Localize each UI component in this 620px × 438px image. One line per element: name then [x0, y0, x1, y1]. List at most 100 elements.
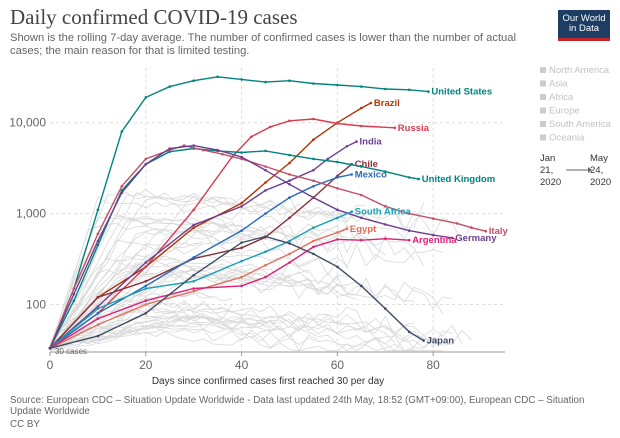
data-point [240, 78, 243, 81]
legend-item[interactable]: Africa [540, 92, 574, 103]
data-point [96, 232, 100, 236]
series-label[interactable]: Chile [355, 159, 378, 170]
data-point [96, 334, 100, 338]
chart-subtitle: Shown is the rolling 7-day average. The … [10, 32, 516, 57]
series-line[interactable] [49, 228, 348, 349]
series-line[interactable] [49, 118, 395, 349]
data-point [427, 90, 430, 93]
background-line [49, 220, 223, 347]
data-point [249, 135, 253, 139]
data-point [384, 237, 387, 240]
background-line [49, 255, 290, 346]
data-point [264, 235, 267, 238]
data-point [288, 173, 291, 176]
data-point [264, 189, 267, 192]
data-point [369, 101, 373, 105]
data-point [192, 223, 195, 227]
series-line[interactable] [49, 173, 352, 349]
background-line [49, 298, 415, 348]
data-point [240, 205, 243, 208]
data-point [384, 170, 387, 173]
timeline-start-day: 21, [540, 165, 553, 176]
series-label[interactable]: United States [431, 87, 492, 98]
data-point [288, 216, 291, 220]
data-point [192, 208, 195, 212]
series-lines: United States Brazil Russia India ChileMexic… [48, 75, 509, 350]
series-line[interactable] [49, 211, 352, 349]
data-point [240, 201, 243, 205]
series-label[interactable]: United Kingdom [422, 174, 495, 185]
data-point [264, 181, 267, 184]
legend-item[interactable]: Oceania [540, 133, 585, 144]
chart-title: Daily confirmed COVID-19 cases [10, 5, 298, 29]
data-point [144, 312, 148, 315]
data-point [264, 168, 267, 172]
series-label[interactable]: Brazil [374, 98, 400, 109]
timeline-start-year: 2020 [540, 177, 561, 188]
data-point [202, 148, 205, 152]
series-label[interactable]: Mexico [355, 169, 387, 180]
data-point [407, 212, 411, 215]
data-point [431, 217, 435, 220]
line-chart: United States Brazil Russia India ChileMexic… [9, 65, 611, 387]
data-point [312, 239, 315, 243]
background-line [49, 254, 309, 349]
data-point [144, 299, 148, 303]
data-point [240, 259, 243, 263]
x-tick-label: 40 [235, 358, 249, 372]
data-point [312, 179, 315, 182]
background-line [49, 331, 443, 352]
data-point [144, 265, 148, 269]
data-point [264, 275, 267, 279]
data-point [312, 252, 315, 256]
series-line[interactable] [49, 163, 353, 349]
series-line[interactable] [49, 144, 453, 349]
series-label[interactable]: Germany [455, 233, 497, 244]
series-label[interactable]: Egypt [350, 224, 377, 235]
data-point [72, 287, 76, 290]
data-point [312, 168, 315, 172]
series-label[interactable]: South Africa [355, 207, 412, 218]
legend-label: Oceania [549, 133, 585, 144]
series-label[interactable]: India [360, 137, 383, 148]
data-point [312, 138, 315, 141]
start-label: 30 cases [55, 347, 87, 356]
background-line [49, 214, 424, 347]
series-label[interactable]: Russia [398, 123, 430, 134]
data-point [360, 124, 363, 128]
data-point [288, 153, 291, 157]
legend-item[interactable]: North America [540, 65, 610, 76]
legend-item[interactable]: Europe [540, 106, 580, 117]
data-point [96, 323, 100, 326]
data-point [72, 292, 76, 296]
legend-item[interactable]: Asia [540, 79, 568, 90]
data-point [345, 227, 349, 231]
series-line[interactable] [49, 237, 410, 349]
owid-logo[interactable]: Our World in Data [558, 10, 610, 41]
legend-item[interactable]: South America [540, 119, 611, 130]
data-point [355, 140, 358, 143]
data-point [144, 280, 148, 283]
data-point [144, 287, 148, 290]
data-point [345, 145, 349, 148]
data-point [192, 144, 195, 147]
data-point [288, 119, 291, 123]
series-label[interactable]: Argentina [412, 235, 457, 246]
data-point [407, 330, 411, 334]
series-label[interactable]: Italy [489, 226, 509, 237]
data-point [240, 155, 243, 159]
data-point [192, 273, 195, 277]
data-point [484, 229, 488, 233]
series-label[interactable]: Japan [427, 336, 455, 347]
data-point [96, 305, 100, 308]
legend-swatch [540, 67, 546, 73]
data-point [360, 85, 363, 88]
footer-license[interactable]: CC BY [10, 419, 40, 430]
data-point [96, 208, 100, 212]
data-point [312, 117, 315, 121]
timeline[interactable]: Jan 21, 2020 May 24, 2020 [540, 153, 611, 188]
legend-swatch [540, 121, 546, 127]
data-point [240, 151, 243, 154]
data-point [216, 148, 219, 152]
data-point [384, 223, 387, 226]
